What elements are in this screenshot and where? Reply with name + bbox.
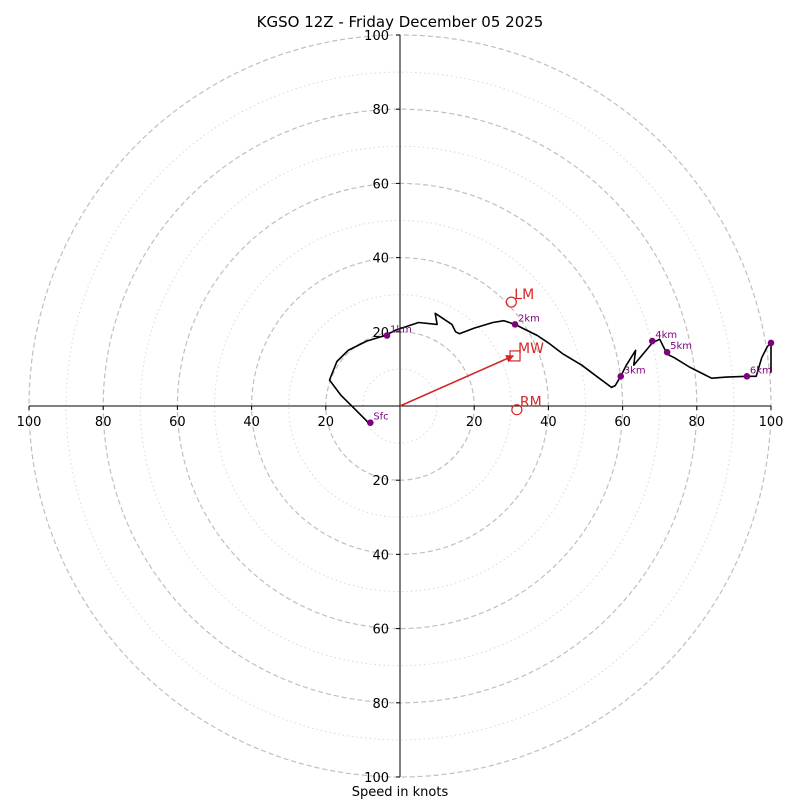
storm-motion-label: RM xyxy=(520,395,542,411)
height-marker-dot xyxy=(648,337,656,345)
wind-trace xyxy=(328,312,772,426)
storm-motion-label: MW xyxy=(518,341,544,357)
x-tick-labels: 100 80 60 40 20 20 40 60 80 100 xyxy=(17,406,784,430)
chart-title: KGSO 12Z - Friday December 05 2025 xyxy=(257,13,544,31)
height-marker-dot xyxy=(743,373,751,380)
y-tick-label: 60 xyxy=(372,177,389,192)
x-tick-label: 80 xyxy=(95,415,112,430)
y-tick-label: 20 xyxy=(372,474,389,489)
x-tick-label: 60 xyxy=(169,415,186,430)
height-marker-dot xyxy=(617,373,625,380)
height-marker-label: 4km xyxy=(655,330,677,341)
x-axis-label: Speed in knots xyxy=(352,785,449,800)
height-marker-dot xyxy=(511,321,519,328)
height-marker-dot xyxy=(367,419,374,426)
y-tick-label: 100 xyxy=(364,29,389,44)
height-marker-label: 5km xyxy=(670,341,692,352)
height-marker-dot xyxy=(767,339,775,347)
mean-wind-marker xyxy=(509,350,521,362)
x-tick-label: 100 xyxy=(759,415,784,430)
y-tick-label: 40 xyxy=(372,252,389,267)
mean-wind-arrow xyxy=(399,355,515,407)
height-marker-label: 6km xyxy=(750,365,772,376)
height-marker-label: 3km xyxy=(624,365,646,376)
x-tick-label: 60 xyxy=(614,415,631,430)
storm-motion-markers: LM MW RM xyxy=(505,287,544,416)
height-marker-label: Sfc xyxy=(373,412,388,423)
height-marker-dot xyxy=(663,348,671,356)
x-tick-label: 100 xyxy=(17,415,42,430)
storm-motion-marker xyxy=(505,296,517,308)
storm-motion-label: LM xyxy=(514,287,534,303)
x-tick-label: 80 xyxy=(689,415,706,430)
y-tick-label: 100 xyxy=(364,771,389,786)
mean-wind-vector xyxy=(399,355,515,407)
height-marker-dot xyxy=(383,332,391,339)
y-tick-label: 80 xyxy=(372,697,389,712)
height-marker-label: 2km xyxy=(518,313,540,324)
y-tick-label: 40 xyxy=(372,548,389,563)
x-tick-label: 40 xyxy=(243,415,260,430)
y-tick-label: 80 xyxy=(372,103,389,118)
storm-motion-marker xyxy=(511,404,523,416)
y-tick-label: 60 xyxy=(372,623,389,638)
hodograph-line xyxy=(328,312,772,426)
x-tick-label: 40 xyxy=(540,415,557,430)
height-marker-label: 1km xyxy=(390,325,412,336)
x-tick-label: 20 xyxy=(318,415,335,430)
x-tick-label: 20 xyxy=(466,415,483,430)
